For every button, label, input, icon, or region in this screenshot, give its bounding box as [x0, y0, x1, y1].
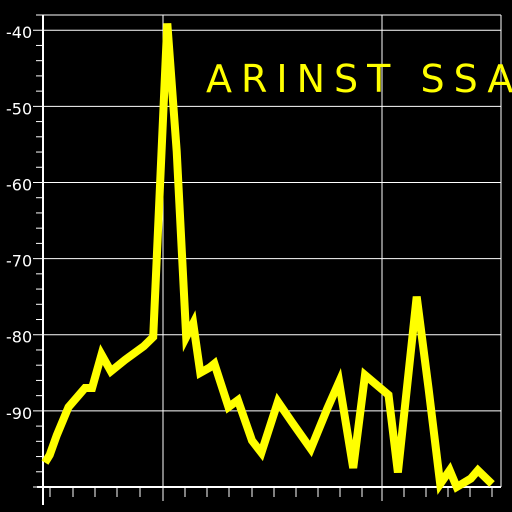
y-tick-label: -90: [6, 404, 32, 423]
spectrum-trace: [41, 23, 495, 495]
y-tick-label: -80: [6, 328, 32, 347]
y-tick-labels: -40 -50 -60 -70 -80 -90: [6, 23, 32, 423]
y-tick-label: -50: [6, 99, 32, 118]
y-tick-label: -60: [6, 175, 32, 194]
grid-layer: [33, 14, 502, 505]
ticks-layer: [36, 14, 493, 497]
app-title: ARINST SSA: [206, 57, 512, 101]
y-tick-label: -70: [6, 252, 32, 271]
y-tick-label: -40: [6, 23, 32, 42]
